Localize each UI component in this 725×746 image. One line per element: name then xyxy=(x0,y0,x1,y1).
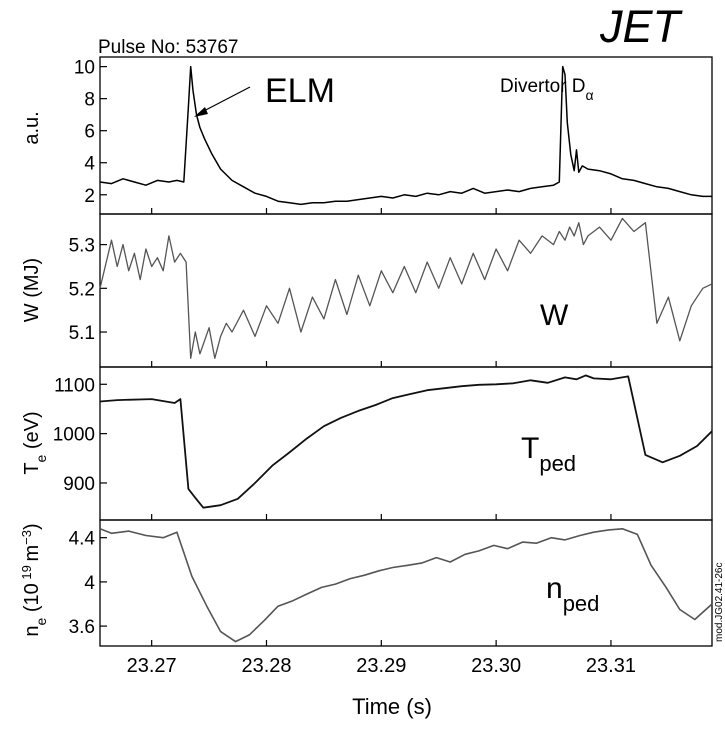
ytick-label-te-2: 1100 xyxy=(54,375,95,396)
panel-frame-te xyxy=(99,366,713,521)
series-line-w xyxy=(99,217,713,359)
ytick-label-w-2: 5.3 xyxy=(69,236,95,257)
ytick-label-ne-2: 4.4 xyxy=(69,529,96,550)
chart-marks: 2 4 6 8 10 5.1 5.2 5.3 900 1000 1100 3.6 4 4.4 23.27 23… xyxy=(53,58,713,677)
ytick-label-dalpha-2: 6 xyxy=(84,122,95,143)
pulse-number: Pulse No: 53767 xyxy=(98,37,239,58)
xtick-label-0: 23.27 xyxy=(127,655,177,677)
jet-logo: JET xyxy=(599,1,684,52)
ylabel-w: W (MJ) xyxy=(21,258,43,322)
panel-frame-w xyxy=(99,213,713,368)
elm-label: ELM xyxy=(265,72,335,110)
ytick-label-dalpha-0: 2 xyxy=(84,186,95,207)
ytick-label-dalpha-1: 4 xyxy=(84,154,95,175)
series-line-ne xyxy=(99,527,713,643)
figure-code: mod.JG02.41-26c xyxy=(714,563,725,643)
ytick-label-w-1: 5.2 xyxy=(69,279,95,300)
divertor-dalpha-legend: Divertor Dα xyxy=(500,76,594,103)
elm-arrow-shaft xyxy=(197,86,251,115)
ylabel-dalpha: a.u. xyxy=(21,111,43,144)
ytick-label-dalpha-3: 8 xyxy=(84,90,95,111)
ytick-label-te-0: 900 xyxy=(63,474,95,495)
ytick-label-te-1: 1000 xyxy=(53,425,95,446)
xtick-label-2: 23.29 xyxy=(356,655,406,677)
tped-legend: Tped xyxy=(521,432,576,476)
series-line-dalpha xyxy=(99,65,712,206)
xtick-label-4: 23.31 xyxy=(586,655,636,677)
elm-arrow-head xyxy=(194,107,208,117)
ytick-label-ne-0: 3.6 xyxy=(69,617,95,638)
x-axis-title: Time (s) xyxy=(352,694,432,719)
xtick-label-1: 23.28 xyxy=(241,655,291,677)
ylabel-ne: ne (10 19 m−3) xyxy=(19,523,50,636)
ytick-label-w-0: 5.1 xyxy=(69,323,95,344)
w-legend: W xyxy=(540,299,569,332)
ylabel-te: Te (eV) xyxy=(21,411,49,474)
series-line-te xyxy=(99,374,713,509)
panel-frame-ne xyxy=(99,519,713,647)
xtick-label-3: 23.30 xyxy=(471,655,521,677)
ytick-label-dalpha-4: 10 xyxy=(74,58,95,79)
ytick-label-ne-1: 4 xyxy=(84,573,95,594)
nped-legend: nped xyxy=(546,572,599,616)
